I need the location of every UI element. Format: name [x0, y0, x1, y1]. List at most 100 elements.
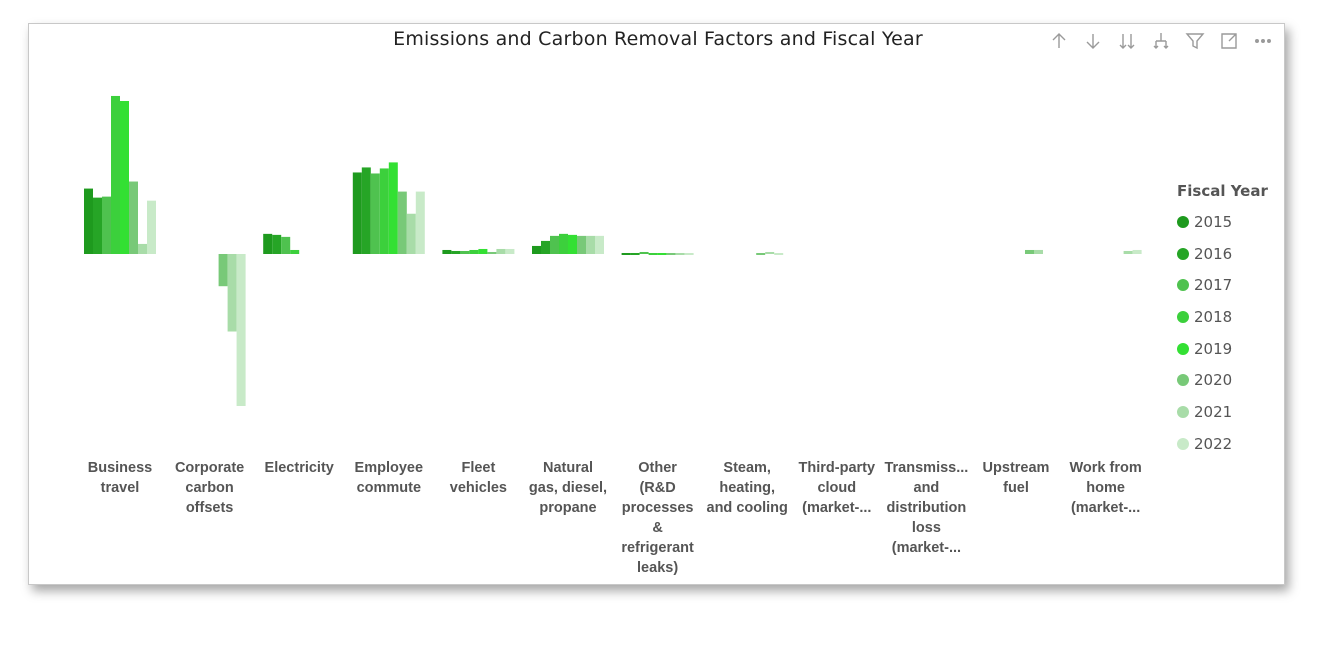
- bar-2015[interactable]: [621, 252, 631, 255]
- bar-2017[interactable]: [370, 173, 380, 254]
- bar-2016[interactable]: [272, 234, 282, 254]
- bar-2016[interactable]: [361, 167, 371, 254]
- bar-2022[interactable]: [684, 252, 694, 255]
- bar-2021[interactable]: [496, 248, 506, 254]
- bar-2021[interactable]: [765, 251, 775, 254]
- legend-label: 2016: [1194, 244, 1233, 263]
- bar-2021[interactable]: [675, 252, 685, 255]
- legend-title: Fiscal Year: [1177, 182, 1268, 200]
- category-tick-label: Business travel: [88, 460, 152, 496]
- expand-hierarchy-icon[interactable]: [1150, 30, 1172, 52]
- bar-2022[interactable]: [147, 200, 156, 254]
- bar-2017[interactable]: [460, 250, 470, 254]
- bar-2021[interactable]: [406, 213, 416, 254]
- bar-2020[interactable]: [666, 252, 676, 255]
- more-options-icon[interactable]: [1252, 30, 1274, 52]
- chart-plot-area: Business travel Corporate carbon offsets Elec…: [84, 95, 1142, 576]
- bar-2017[interactable]: [281, 236, 291, 254]
- bar-2020[interactable]: [487, 251, 497, 254]
- bar-2021[interactable]: [586, 235, 595, 254]
- bar-2018[interactable]: [559, 233, 568, 254]
- category-tick-label: Natural gas, diesel, propane: [529, 460, 607, 516]
- legend-marker: [1177, 247, 1189, 260]
- bar-2020[interactable]: [1025, 249, 1034, 254]
- bar-2021[interactable]: [1034, 249, 1043, 254]
- category-tick-label: Electricity: [265, 460, 334, 476]
- bar-2015[interactable]: [84, 188, 93, 254]
- category-tick-label: Upstream fuel: [983, 460, 1050, 496]
- bar-2018[interactable]: [290, 249, 300, 254]
- bar-2020[interactable]: [397, 191, 407, 254]
- legend-marker: [1177, 374, 1189, 387]
- legend-item-2021[interactable]: 2021: [1177, 396, 1268, 428]
- bar-2022[interactable]: [415, 191, 425, 254]
- bar-2021[interactable]: [138, 243, 147, 254]
- bar-2018[interactable]: [648, 252, 658, 255]
- bar-2015[interactable]: [532, 245, 541, 254]
- category-tick-label: Transmiss... and distribution loss (market-.…: [884, 460, 968, 556]
- bar-2015[interactable]: [352, 172, 362, 254]
- bar-2015[interactable]: [442, 249, 452, 254]
- category-tick-label: Fleet vehicles: [450, 460, 507, 496]
- category-tick-label: Work from home (market-...: [1069, 460, 1141, 516]
- bar-2018[interactable]: [469, 249, 479, 254]
- bar-2018[interactable]: [379, 168, 389, 254]
- focus-mode-icon[interactable]: [1218, 30, 1240, 52]
- bar-2015[interactable]: [263, 233, 273, 254]
- bar-2016[interactable]: [451, 250, 461, 254]
- bar-2020[interactable]: [218, 254, 228, 287]
- bar-2019[interactable]: [478, 248, 488, 254]
- bar-2021[interactable]: [1123, 250, 1133, 254]
- filter-icon[interactable]: [1184, 30, 1206, 52]
- bar-2020[interactable]: [577, 235, 586, 254]
- chart-visual-card: Business travel Corporate carbon offsets Elec…: [28, 23, 1285, 585]
- bar-2017[interactable]: [102, 196, 111, 254]
- category-tick-label: Steam, heating, and cooling: [707, 460, 788, 516]
- legend-marker: [1177, 437, 1189, 450]
- bar-2022[interactable]: [1132, 249, 1142, 254]
- legend-item-2015[interactable]: 2015: [1177, 206, 1268, 238]
- bar-2019[interactable]: [120, 100, 129, 254]
- legend-marker: [1177, 310, 1189, 323]
- category-tick-label: Employee commute: [355, 460, 424, 496]
- legend-item-2018[interactable]: 2018: [1177, 301, 1268, 333]
- legend-label: 2018: [1194, 307, 1233, 326]
- bar-2019[interactable]: [657, 252, 667, 255]
- bar-2019[interactable]: [568, 234, 577, 254]
- legend-label: 2019: [1194, 339, 1233, 358]
- legend-label: 2022: [1194, 434, 1233, 453]
- bar-2016[interactable]: [541, 240, 550, 254]
- legend-marker: [1177, 342, 1189, 355]
- legend-item-2019[interactable]: 2019: [1177, 333, 1268, 365]
- category-tick-label: Other (R&D processes & refrigerant leaks): [621, 460, 694, 576]
- bar-2018[interactable]: [111, 95, 120, 254]
- legend-label: 2017: [1194, 276, 1233, 295]
- legend-label: 2015: [1194, 212, 1233, 231]
- legend-item-2022[interactable]: 2022: [1177, 428, 1268, 460]
- bar-2021[interactable]: [227, 254, 237, 332]
- bar-2016[interactable]: [630, 252, 640, 255]
- bar-2022[interactable]: [595, 235, 604, 254]
- bar-2022[interactable]: [236, 254, 246, 406]
- legend-label: 2021: [1194, 402, 1233, 421]
- category-tick-label: Third-party cloud (market-...: [799, 460, 876, 516]
- legend-label: 2020: [1194, 371, 1233, 390]
- bar-2020[interactable]: [756, 252, 766, 255]
- bar-2022[interactable]: [505, 248, 515, 254]
- legend-marker: [1177, 215, 1189, 228]
- arrow-up-icon[interactable]: [1048, 30, 1070, 52]
- legend-item-2016[interactable]: 2016: [1177, 238, 1268, 270]
- bar-2019[interactable]: [388, 162, 398, 254]
- legend-item-2017[interactable]: 2017: [1177, 269, 1268, 301]
- arrow-down-icon[interactable]: [1082, 30, 1104, 52]
- visual-toolbar: [1048, 30, 1274, 52]
- bar-2020[interactable]: [129, 181, 138, 254]
- legend-marker: [1177, 405, 1189, 418]
- bar-2022[interactable]: [774, 252, 784, 255]
- bar-2016[interactable]: [93, 197, 102, 254]
- double-arrow-down-icon[interactable]: [1116, 30, 1138, 52]
- legend-item-2020[interactable]: 2020: [1177, 364, 1268, 396]
- chart-title: Emissions and Carbon Removal Factors and…: [393, 28, 923, 50]
- bar-2017[interactable]: [639, 251, 649, 254]
- bar-2017[interactable]: [550, 235, 559, 254]
